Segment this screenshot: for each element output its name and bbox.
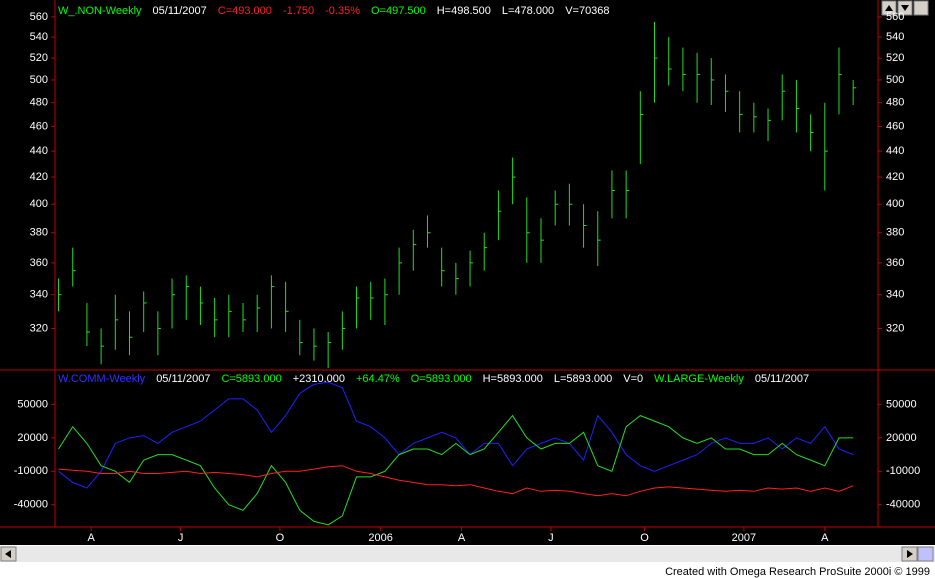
series-line [58,381,854,489]
y-tick-label-right: 500 [886,74,904,86]
down-arrow [901,5,909,11]
x-tick-label: J [178,532,184,544]
scroll-thumb[interactable] [917,546,934,562]
header-text: L=5893.000 [554,373,612,385]
header-text: O=497.500 [371,5,426,17]
x-tick-label: A [458,532,466,544]
header-text: -1.750 [283,5,314,17]
y-tick-label-right: 320 [886,322,904,334]
y-tick-label: 440 [30,145,48,157]
y-tick-label: 540 [30,31,48,43]
y-tick-label: 420 [30,171,48,183]
y-tick-label-right: 520 [886,52,904,64]
y-tick-label: -10000 [14,465,48,477]
y-tick-label-right: -10000 [886,465,920,477]
scrollbar-track[interactable] [0,546,935,562]
y-tick-label-right: 20000 [886,432,917,444]
right-arrow [907,550,913,558]
x-tick-label: J [548,532,554,544]
x-tick-label: O [276,532,285,544]
header-text: W.LARGE-Weekly [654,373,744,385]
y-tick-label-right: 400 [886,198,904,210]
header-text: C=493.000 [218,5,272,17]
y-tick-label-right: -40000 [886,499,920,511]
y-tick-label: 460 [30,120,48,132]
y-tick-label: 360 [30,257,48,269]
y-tick-label: 400 [30,198,48,210]
y-tick-label-right: 380 [886,227,904,239]
y-tick-label-right: 50000 [886,398,917,410]
header-text: -0.35% [325,5,360,17]
y-tick-label: 480 [30,97,48,109]
y-tick-label: 320 [30,322,48,334]
scrollbar [0,546,935,562]
y-tick-label: 20000 [17,432,48,444]
y-tick-label: -40000 [14,499,48,511]
y-tick-label-right: 560 [886,11,904,23]
y-tick-label: 380 [30,227,48,239]
header-text: L=478.000 [502,5,554,17]
y-tick-label-right: 440 [886,145,904,157]
header-text: 05/11/2007 [156,373,210,385]
header-text: +2310.000 [293,373,345,385]
y-tick-label: 340 [30,289,48,301]
y-tick-label: 50000 [17,398,48,410]
header-text: V=0 [623,373,643,385]
header-text: H=498.500 [437,5,491,17]
up-arrow [885,5,893,11]
x-tick-label: 2007 [732,532,756,544]
x-tick-label: O [640,532,649,544]
y-tick-label-right: 360 [886,257,904,269]
window-button[interactable] [913,0,929,16]
header-text: 05/11/2007 [153,5,207,17]
series-line [58,465,854,497]
header-text: W.COMM-Weekly [58,373,146,385]
header-text: W_.NON-Weekly [58,5,142,17]
y-tick-label: 520 [30,52,48,64]
y-tick-label-right: 420 [886,171,904,183]
series-line [58,414,854,526]
footer: Created with Omega Research ProSuite 200… [665,566,930,578]
x-tick-label: A [821,532,829,544]
window-buttons [881,0,929,16]
y-tick-label-right: 460 [886,120,904,132]
header-text: O=5893.000 [411,373,472,385]
header-text: +64.47% [356,373,400,385]
y-tick-label-right: 480 [886,97,904,109]
y-tick-label-right: 340 [886,289,904,301]
header-text: V=70368 [565,5,609,17]
x-tick-label: A [88,532,96,544]
y-tick-label: 560 [30,11,48,23]
header-text: 05/11/2007 [755,373,809,385]
x-tick-label: 2006 [368,532,392,544]
chart-background [0,0,935,545]
y-tick-label-right: 540 [886,31,904,43]
header-text: C=5893.000 [221,373,281,385]
y-tick-label: 500 [30,74,48,86]
header-text: H=5893.000 [483,373,543,385]
left-arrow [5,550,11,558]
